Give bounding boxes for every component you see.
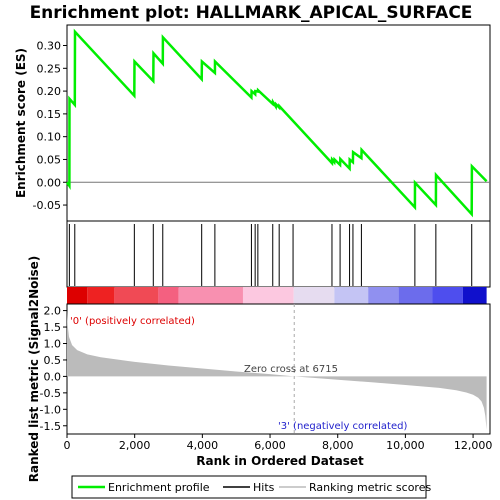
enrichment-profile-line [65,28,488,218]
x-axis-label: Rank in Ordered Dataset [196,454,364,468]
positive-correlation-label: '0' (positively correlated) [70,316,195,327]
metric-y-tick-label: 0.5 [44,354,62,367]
heatbar-segment [293,287,335,304]
heatbar-segment [87,287,115,304]
es-y-tick-label: 0.10 [37,131,62,144]
metric-y-tick-label: 0.0 [44,370,62,383]
metric-y-tick-label: 1.5 [44,321,62,334]
es-y-tick-label: 0.00 [37,176,62,189]
es-y-axis-label: Enrichment score (ES) [14,48,28,198]
heatbar-segment [462,287,487,304]
x-axis: 0 2,000 4,000 6,000 8,000 10,000 12,000 [64,434,493,452]
metric-y-tick-label: -0.5 [40,387,61,400]
x-tick-label: 12,000 [454,439,493,452]
zero-cross-label: Zero cross at 6715 [244,364,338,375]
es-y-tick-label: 0.05 [37,153,62,166]
chart-title: Enrichment plot: HALLMARK_APICAL_SURFACE [30,3,473,23]
enrichment-panel-frame [66,24,491,222]
heatbar-segment [432,287,463,304]
es-y-tick-label: 0.15 [37,108,62,121]
hits-markers [68,224,473,286]
legend-hits-label: Hits [253,481,275,494]
correlation-heatbar [67,287,487,304]
heatbar-segment [114,287,159,304]
legend-ranking-label: Ranking metric scores [309,481,431,494]
x-tick-label: 0 [64,439,71,452]
es-y-tick-label: 0.25 [37,62,62,75]
x-tick-label: 10,000 [386,439,425,452]
x-tick-label: 8,000 [322,439,354,452]
es-y-axis: -0.05 0.00 0.05 0.10 0.15 0.20 0.25 0.30 [33,40,67,212]
heatbar-segment [398,287,433,304]
x-tick-label: 6,000 [254,439,286,452]
heatbar-segment [67,287,88,304]
heatbar-segment [242,287,294,304]
ranking-metric-area [67,310,487,430]
negative-correlation-label: '3' (negatively correlated) [278,421,407,432]
legend: Enrichment profile Hits Ranking metric s… [71,475,431,499]
metric-y-tick-label: -1.0 [40,403,61,416]
es-y-tick-label: 0.20 [37,85,62,98]
legend-enrichment-label: Enrichment profile [108,481,210,494]
metric-y-axis: -1.5 -1.0 -0.5 0.0 0.5 1.0 1.5 2.0 [40,305,67,433]
hits-panel-frame [66,220,491,288]
metric-y-tick-label: 1.0 [44,337,62,350]
x-tick-label: 4,000 [187,439,219,452]
metric-y-tick-label: -1.5 [40,420,61,433]
heatbar-segment [158,287,179,304]
es-y-tick-label: -0.05 [33,199,61,212]
x-tick-label: 2,000 [119,439,151,452]
metric-y-axis-label: Ranked list metric (Signal2Noise) [27,256,41,483]
heatbar-segment [368,287,399,304]
heatbar-segment [334,287,369,304]
metric-y-tick-label: 2.0 [44,305,62,318]
heatbar-segment [178,287,243,304]
es-y-tick-label: 0.30 [37,40,62,53]
